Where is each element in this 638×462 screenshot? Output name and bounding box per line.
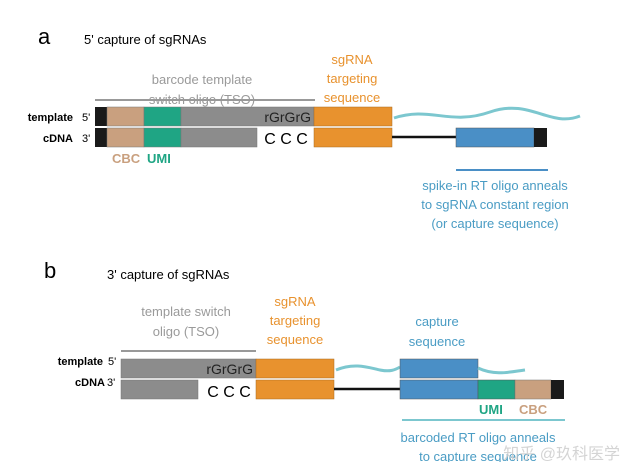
cbc-label: CBC — [519, 402, 548, 417]
cdna-umi-segment — [477, 379, 516, 400]
tso-label-line1: template switch — [141, 304, 231, 319]
panel-a-title: 5' capture of sgRNAs — [84, 32, 207, 47]
cdna-tso-segment — [120, 379, 199, 400]
template-umi-segment — [143, 106, 182, 127]
template-sgrna-segment — [313, 106, 393, 127]
cdna-tso-segment — [180, 127, 258, 148]
panel-a-letter: a — [38, 24, 51, 49]
umi-label: UMI — [479, 402, 503, 417]
sgrna-label-line1: sgRNA — [274, 294, 316, 309]
template-rna-wave-1 — [335, 364, 401, 373]
cdna-label: cDNA — [75, 377, 105, 389]
template-rna-wave-2 — [477, 366, 526, 375]
template-end: 5' — [82, 112, 90, 124]
cdna-spike-in-segment — [455, 127, 535, 148]
panel-a: a 5' capture of sgRNAs barcode template … — [28, 24, 581, 231]
spike-label-line3: (or capture sequence) — [431, 216, 558, 231]
cdna-end: 3' — [82, 133, 90, 145]
cdna-capture-segment — [399, 379, 479, 400]
panel-b-title: 3' capture of sgRNAs — [107, 267, 230, 282]
rgrgrg-text: rGrGrG — [264, 109, 311, 125]
cdna-cbc-segment — [106, 127, 145, 148]
template-end: 5' — [108, 356, 116, 368]
cdna-label: cDNA — [43, 133, 73, 145]
cdna-sgrna-segment — [313, 127, 393, 148]
cdna-cbc-segment — [514, 379, 552, 400]
cdna-umi-segment — [143, 127, 182, 148]
template-capture-segment — [399, 358, 479, 379]
cdna-end-black-segment — [534, 128, 547, 147]
cbc-label: CBC — [112, 151, 141, 166]
watermark: 知乎 @玖科医学 — [503, 445, 620, 462]
sgrna-label-line3: sequence — [267, 332, 323, 347]
template-label: template — [28, 112, 73, 124]
sgrna-label-line1: sgRNA — [331, 52, 373, 67]
tso-label-line1: barcode template — [152, 72, 252, 87]
template-label: template — [58, 356, 103, 368]
spike-label-line2: to sgRNA constant region — [421, 197, 568, 212]
cdna-end-black-segment — [551, 380, 564, 399]
spike-label-line1: spike-in RT oligo anneals — [422, 178, 568, 193]
rt-label-line2: to capture sequence — [419, 449, 537, 462]
capture-label-line1: capture — [415, 314, 458, 329]
rgrgrg-text: rGrGrG — [206, 361, 253, 377]
tso-label-line2: oligo (TSO) — [153, 324, 219, 339]
template-rna-wave — [393, 106, 581, 121]
sgrna-label-line2: targeting — [270, 313, 321, 328]
panel-b-letter: b — [44, 258, 56, 283]
cdna-sgrna-segment — [255, 379, 335, 400]
ccc-text: C C C — [264, 131, 308, 148]
cdna-end: 3' — [107, 377, 115, 389]
rt-label-line1: barcoded RT oligo anneals — [401, 430, 556, 445]
sgrna-label-line3: sequence — [324, 90, 380, 105]
sgrna-label-line2: targeting — [327, 71, 378, 86]
template-black-segment — [95, 107, 107, 126]
template-cbc-segment — [106, 106, 145, 127]
cdna-black-segment — [95, 128, 107, 147]
umi-label: UMI — [147, 151, 171, 166]
capture-label-line2: sequence — [409, 334, 465, 349]
panel-b: b 3' capture of sgRNAs template switch o… — [44, 258, 565, 462]
template-sgrna-segment — [255, 358, 335, 379]
ccc-text: C C C — [207, 384, 251, 401]
